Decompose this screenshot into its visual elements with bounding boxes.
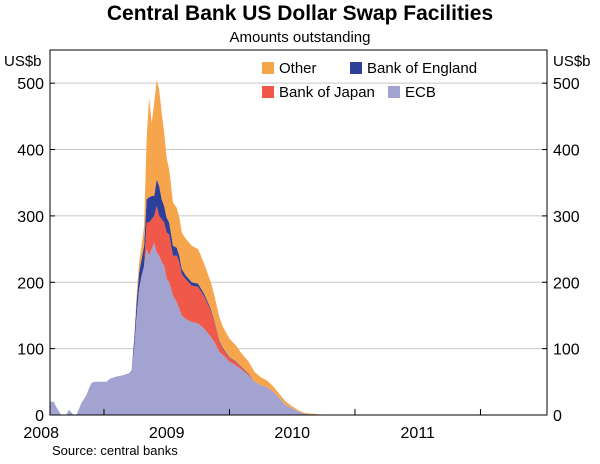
legend-swatch-bank-of-england [350,62,362,74]
y-tick-label-left: 0 [35,408,44,425]
legend-label-bank-of-japan: Bank of Japan [279,84,375,101]
legend-label-bank-of-england: Bank of England [367,60,477,77]
plot-frame [49,49,548,416]
y-tick-label-left: 300 [17,209,44,226]
legend-swatch-bank-of-japan [262,86,274,98]
y-tick-label-right: 200 [553,275,580,292]
axes: 0 0 100 100 200 200 300 300 400 400 500 500 2008 2009… [17,76,580,442]
legend-swatch-other [262,62,274,74]
x-tick-label: 2010 [274,425,310,442]
y-axis-unit-left: US$b [4,53,42,70]
chart-title: Central Bank US Dollar Swap Facilities [107,2,493,25]
source-note: Source: central banks [52,443,178,458]
y-tick-label-right: 300 [553,209,580,226]
y-axis-unit-right: US$b [553,53,591,70]
x-tick-label: 2009 [149,425,185,442]
y-tick-label-right: 400 [553,143,580,160]
y-tick-label-left: 100 [17,342,44,359]
x-tick-label: 2011 [401,425,436,442]
y-tick-label-right: 0 [553,408,562,425]
y-tick-label-right: 100 [553,342,580,359]
gridlines [50,82,547,350]
y-tick-label-left: 400 [17,143,44,160]
legend-label-other: Other [279,60,317,77]
area-ecb [50,242,547,415]
y-tick-label-right: 500 [553,76,580,93]
stacked-areas [50,79,547,416]
y-tick-label-left: 200 [17,275,44,292]
y-tick-label-left: 500 [17,76,44,93]
area-bank-of-japan [50,206,547,415]
legend-label-ecb: ECB [405,84,436,101]
plot-border [49,49,548,416]
chart-subtitle: Amounts outstanding [230,29,371,46]
area-other [50,79,547,416]
x-tick-label: 2008 [23,425,59,442]
legend: Other Bank of England Bank of Japan ECB [262,60,477,101]
legend-swatch-ecb [388,86,400,98]
